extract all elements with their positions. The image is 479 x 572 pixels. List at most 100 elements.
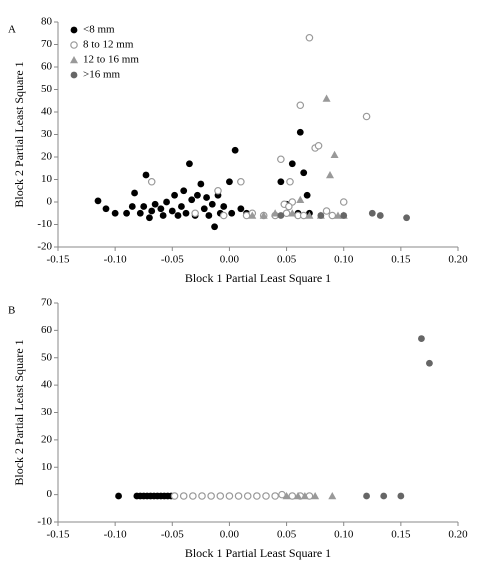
legend-label: <8 mm bbox=[83, 24, 115, 36]
point bbox=[305, 33, 314, 42]
point bbox=[147, 177, 156, 186]
point bbox=[186, 160, 193, 168]
x-axis-title: Block 1 Partial Least Square 1 bbox=[185, 546, 331, 560]
point bbox=[322, 207, 331, 215]
point bbox=[300, 491, 309, 500]
panel-label: A bbox=[8, 24, 16, 36]
y-tick-label: 40 bbox=[41, 379, 53, 391]
x-tick-label: -0.10 bbox=[104, 254, 127, 266]
point bbox=[339, 198, 348, 206]
point bbox=[300, 169, 308, 177]
point bbox=[253, 492, 261, 500]
x-tick-label: 0.10 bbox=[334, 254, 354, 266]
point bbox=[340, 212, 348, 219]
point bbox=[288, 209, 297, 217]
point bbox=[234, 492, 243, 500]
legend-marker bbox=[70, 71, 78, 79]
x-tick-label: -0.05 bbox=[161, 254, 184, 266]
point bbox=[237, 177, 245, 186]
x-tick-label: 0.05 bbox=[277, 529, 297, 541]
point bbox=[214, 186, 222, 195]
y-tick-label: 20 bbox=[41, 433, 53, 445]
y-tick-label: 10 bbox=[41, 461, 53, 473]
point bbox=[334, 211, 342, 219]
point bbox=[363, 492, 370, 500]
x-tick-label: 0.10 bbox=[334, 529, 354, 541]
point bbox=[277, 155, 285, 164]
point bbox=[286, 177, 294, 186]
point bbox=[262, 492, 270, 500]
point bbox=[282, 209, 291, 218]
x-tick-label: 0.15 bbox=[391, 529, 411, 541]
point bbox=[282, 491, 291, 500]
x-tick-label: 0.20 bbox=[448, 529, 468, 541]
point bbox=[288, 160, 296, 168]
point bbox=[178, 203, 185, 210]
point bbox=[151, 200, 159, 208]
y-tick-label: 60 bbox=[41, 61, 53, 73]
y-tick-label: 0 bbox=[47, 488, 53, 500]
point bbox=[285, 202, 293, 211]
point bbox=[203, 194, 210, 201]
legend-label: 12 to 16 mm bbox=[83, 54, 139, 66]
point bbox=[322, 94, 331, 102]
y-tick-label: 50 bbox=[41, 351, 53, 363]
x-tick-label: -0.15 bbox=[47, 529, 70, 541]
point bbox=[305, 211, 314, 219]
point bbox=[131, 189, 138, 197]
x-tick-label: -0.05 bbox=[161, 529, 184, 541]
point bbox=[326, 171, 334, 179]
y-tick-label: 70 bbox=[41, 297, 53, 309]
point bbox=[140, 203, 148, 210]
point bbox=[211, 223, 218, 231]
point bbox=[102, 205, 110, 213]
legend-label: 8 to 12 mm bbox=[83, 39, 134, 51]
point bbox=[197, 180, 205, 188]
point bbox=[189, 492, 197, 500]
point bbox=[288, 492, 297, 500]
point bbox=[159, 212, 167, 219]
point bbox=[226, 178, 233, 186]
point bbox=[174, 212, 182, 219]
point bbox=[296, 128, 304, 136]
x-tick-label: 0.05 bbox=[277, 254, 297, 266]
point bbox=[403, 214, 410, 222]
y-tick-label: -10 bbox=[37, 516, 52, 528]
point bbox=[426, 359, 433, 367]
y-tick-label: 30 bbox=[41, 406, 53, 418]
x-tick-label: -0.10 bbox=[104, 529, 127, 541]
point bbox=[330, 150, 339, 158]
point bbox=[163, 198, 170, 206]
y-tick-label: -10 bbox=[37, 218, 52, 230]
point bbox=[111, 209, 119, 217]
point bbox=[259, 211, 268, 219]
point bbox=[157, 205, 165, 213]
legend-marker bbox=[70, 26, 78, 34]
x-tick-label: 0.15 bbox=[391, 254, 411, 266]
point bbox=[194, 191, 201, 199]
y-axis-title: Block 2 Partial Least Square 1 bbox=[12, 339, 26, 485]
legend-marker bbox=[70, 56, 78, 64]
point bbox=[296, 101, 305, 110]
point bbox=[303, 191, 311, 199]
point bbox=[191, 209, 199, 218]
y-tick-label: 70 bbox=[41, 38, 53, 50]
point bbox=[171, 191, 178, 199]
y-axis-title: Block 2 Partial Least Square 1 bbox=[12, 61, 26, 207]
x-tick-label: -0.15 bbox=[47, 254, 70, 266]
point bbox=[368, 209, 376, 217]
point bbox=[198, 492, 206, 500]
y-tick-label: 20 bbox=[41, 151, 53, 163]
y-tick-label: 80 bbox=[41, 16, 53, 28]
point bbox=[182, 209, 190, 217]
x-tick-label: 0.20 bbox=[448, 254, 468, 266]
y-tick-label: 10 bbox=[41, 173, 53, 185]
point bbox=[168, 207, 176, 215]
point bbox=[317, 212, 325, 219]
point bbox=[179, 492, 188, 500]
y-tick-label: 0 bbox=[47, 196, 53, 208]
y-tick-label: 30 bbox=[41, 128, 53, 140]
point bbox=[328, 211, 337, 220]
y-tick-label: 60 bbox=[41, 324, 53, 336]
point bbox=[237, 205, 245, 213]
